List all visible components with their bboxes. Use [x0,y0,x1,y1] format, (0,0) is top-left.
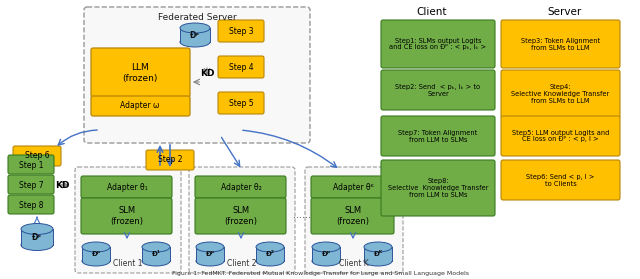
Text: Step5: LLM output Logits and
CE loss on Đᵖ : < p, l >: Step5: LLM output Logits and CE loss on … [512,129,609,143]
FancyBboxPatch shape [381,70,495,110]
Ellipse shape [196,256,224,266]
Polygon shape [196,247,224,261]
Text: Client K: Client K [339,259,369,268]
Text: Đᵖ: Đᵖ [190,30,200,40]
Polygon shape [82,247,110,261]
Polygon shape [312,247,340,261]
FancyBboxPatch shape [501,70,620,118]
FancyBboxPatch shape [81,198,172,234]
Ellipse shape [364,256,392,266]
Text: Step 1: Step 1 [19,160,44,170]
FancyBboxPatch shape [305,167,403,273]
Ellipse shape [256,242,284,252]
FancyBboxPatch shape [84,7,310,143]
Text: Step7: Token Alignment
from LLM to SLMs: Step7: Token Alignment from LLM to SLMs [398,129,477,143]
Text: Step 3: Step 3 [228,27,253,35]
FancyBboxPatch shape [81,176,172,198]
Text: Client: Client [417,7,447,17]
FancyBboxPatch shape [195,198,286,234]
Text: Client 1: Client 1 [113,259,143,268]
Text: Client 2: Client 2 [227,259,257,268]
FancyBboxPatch shape [75,167,181,273]
FancyBboxPatch shape [311,198,394,234]
FancyBboxPatch shape [501,116,620,156]
FancyBboxPatch shape [8,175,54,194]
Text: Step6: Send < p, l >
to Clients: Step6: Send < p, l > to Clients [526,174,595,186]
Text: SLM
(frozen): SLM (frozen) [337,206,369,226]
Text: Step 6: Step 6 [25,151,49,160]
Text: Step3: Token Alignment
from SLMs to LLM: Step3: Token Alignment from SLMs to LLM [521,37,600,50]
Text: Đᵖ: Đᵖ [205,251,214,257]
Polygon shape [180,28,210,42]
Text: KD: KD [200,69,214,78]
Polygon shape [364,247,392,261]
Text: Step 2: Step 2 [157,155,182,165]
Text: Server: Server [547,7,581,17]
Text: Step1: SLMs output Logits
and CE loss on Đᵖ : < pₖ, lₖ >: Step1: SLMs output Logits and CE loss on… [389,37,486,50]
FancyBboxPatch shape [91,96,190,116]
Ellipse shape [142,242,170,252]
Ellipse shape [180,23,210,33]
Text: Step4:
Selective Knowledge Transfer
from SLMs to LLM: Step4: Selective Knowledge Transfer from… [511,84,610,104]
Text: Đ¹: Đ¹ [152,251,161,257]
Ellipse shape [21,239,53,251]
Text: KD: KD [55,181,69,189]
FancyBboxPatch shape [218,20,264,42]
FancyBboxPatch shape [13,146,61,166]
Text: SLM
(frozen): SLM (frozen) [111,206,143,226]
FancyBboxPatch shape [218,92,264,114]
FancyBboxPatch shape [91,48,190,97]
Text: Step 7: Step 7 [19,181,44,189]
FancyBboxPatch shape [195,176,286,198]
FancyBboxPatch shape [381,160,495,216]
Polygon shape [256,247,284,261]
Text: Đᵖ: Đᵖ [92,251,100,257]
Ellipse shape [256,256,284,266]
FancyBboxPatch shape [189,167,295,273]
Text: Federated Server: Federated Server [157,13,236,23]
Ellipse shape [312,256,340,266]
Text: Đ²: Đ² [266,251,275,257]
Text: Step8:
Selective  Knowledge Transfer
from LLM to SLMs: Step8: Selective Knowledge Transfer from… [388,178,488,198]
FancyBboxPatch shape [501,20,620,68]
Text: Đᵖ: Đᵖ [321,251,331,257]
FancyBboxPatch shape [381,116,495,156]
FancyBboxPatch shape [381,20,495,68]
Text: SLM
(frozen): SLM (frozen) [225,206,257,226]
FancyBboxPatch shape [311,176,394,198]
Text: Figure 1: FedMKT: Federated Mutual Knowledge Transfer for Large and Small Langua: Figure 1: FedMKT: Federated Mutual Knowl… [172,271,468,276]
Text: Adapter θ₁: Adapter θ₁ [107,182,147,191]
FancyBboxPatch shape [501,160,620,200]
Text: Đᵖ: Đᵖ [32,232,42,242]
Text: Step 4: Step 4 [228,62,253,71]
Text: Adapter θ₂: Adapter θ₂ [221,182,261,191]
Polygon shape [142,247,170,261]
Ellipse shape [82,242,110,252]
Text: LLM
(frozen): LLM (frozen) [122,63,157,83]
Ellipse shape [312,242,340,252]
FancyBboxPatch shape [8,195,54,214]
FancyBboxPatch shape [146,150,194,170]
Text: Adapter θᴷ: Adapter θᴷ [333,182,373,191]
Text: Adapter ω: Adapter ω [120,102,160,110]
Text: Step 5: Step 5 [228,98,253,107]
Ellipse shape [180,37,210,47]
Ellipse shape [82,256,110,266]
Polygon shape [21,229,53,245]
Ellipse shape [21,223,53,235]
Text: ......: ...... [293,210,311,220]
Text: Đᴷ: Đᴷ [373,251,383,257]
Text: Step2: Send  < pₖ, lₖ > to
Server: Step2: Send < pₖ, lₖ > to Server [396,83,481,97]
Ellipse shape [196,242,224,252]
FancyBboxPatch shape [8,155,54,174]
Ellipse shape [364,242,392,252]
Ellipse shape [142,256,170,266]
Text: Step 8: Step 8 [19,201,44,210]
FancyBboxPatch shape [218,56,264,78]
